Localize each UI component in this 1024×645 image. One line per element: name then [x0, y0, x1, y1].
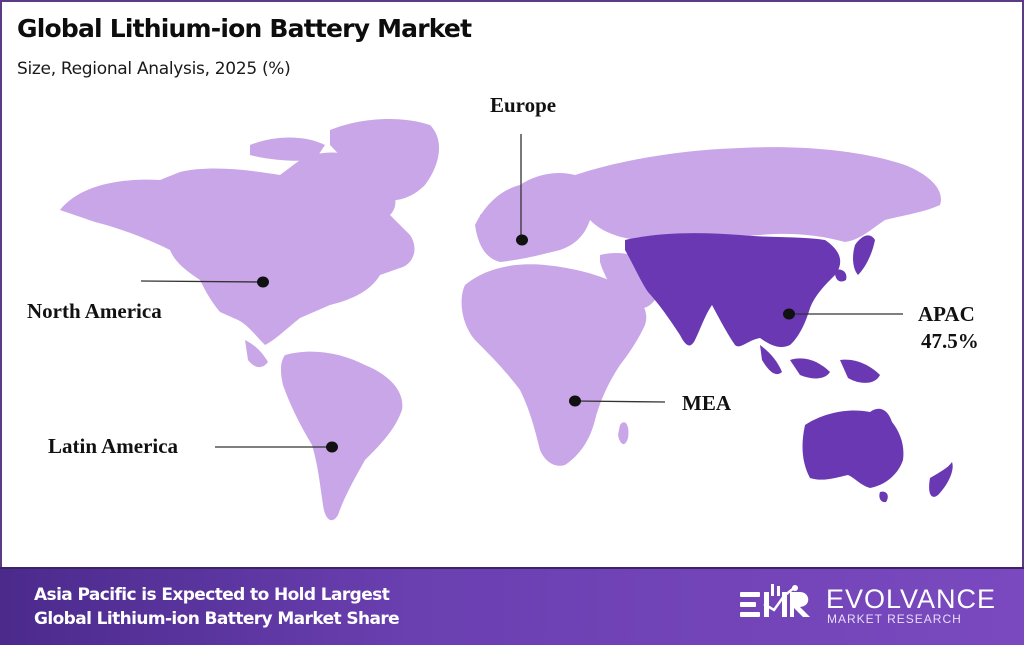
page-subtitle: Size, Regional Analysis, 2025 (%)	[17, 59, 291, 79]
australia	[802, 408, 904, 488]
apac-region	[625, 233, 953, 503]
label-apac-value: 47.5%	[921, 329, 979, 353]
markers	[257, 234, 795, 453]
north-america-leader	[140, 280, 264, 283]
footer-banner: Asia Pacific is Expected to Hold Largest…	[0, 567, 1024, 645]
footer-line-1: Asia Pacific is Expected to Hold Largest	[34, 585, 390, 605]
footer-line-2: Global Lithium-ion Battery Market Share	[34, 609, 400, 629]
region-europe	[475, 173, 602, 262]
logo-tagline: MARKET RESEARCH	[827, 612, 962, 626]
region-latin-america	[280, 351, 403, 521]
label-apac: APAC	[918, 302, 975, 326]
label-europe: Europe	[490, 93, 557, 117]
europe-marker	[516, 234, 528, 246]
region-mea	[461, 264, 647, 466]
base-regions	[60, 118, 941, 521]
page-title: Global Lithium-ion Battery Market	[17, 14, 472, 43]
label-north-america: North America	[27, 299, 162, 323]
latin-america-marker	[326, 441, 338, 453]
world-map	[60, 118, 953, 521]
mea-marker	[569, 395, 581, 407]
label-mea: MEA	[682, 391, 731, 415]
label-latin-america: Latin America	[48, 434, 179, 458]
north-america-marker	[257, 276, 269, 288]
logo-name: EVOLVANCE	[826, 584, 997, 614]
region-north-america	[60, 152, 415, 345]
leader-lines	[140, 134, 903, 448]
footer-message: Asia Pacific is Expected to Hold Largest…	[34, 583, 400, 631]
evolvance-logo: EVOLVANCE MARKET RESEARCH	[738, 582, 1008, 628]
region-apac	[625, 233, 841, 348]
apac-marker	[783, 308, 795, 320]
mea-leader	[574, 400, 666, 403]
emr-logo-icon	[740, 584, 810, 617]
